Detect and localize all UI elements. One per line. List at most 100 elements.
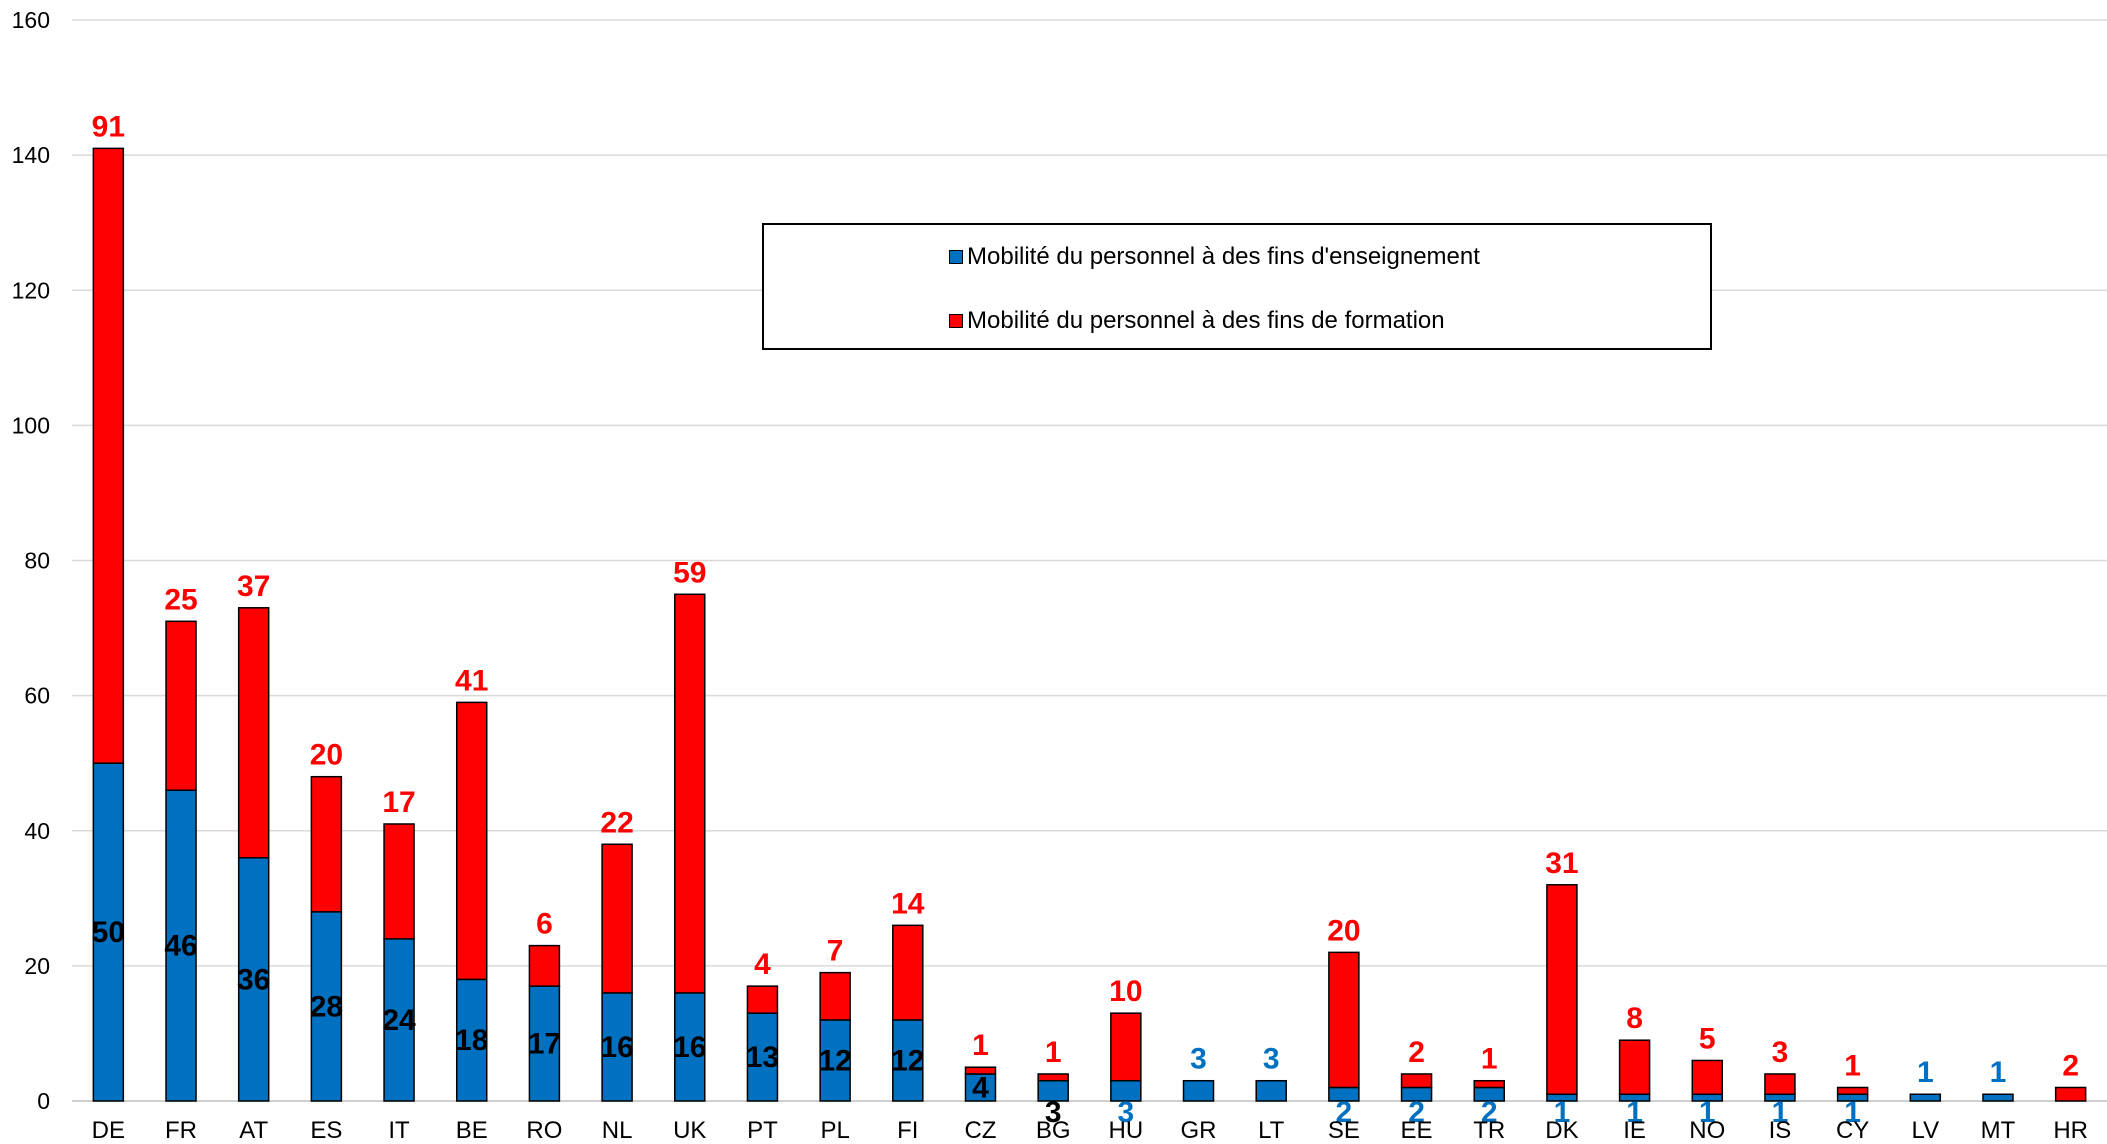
data-label-teaching-FI: 12 — [891, 1044, 924, 1077]
data-label-teaching-NO: 1 — [1699, 1096, 1716, 1129]
x-tick-label-IE: IE — [1623, 1117, 1646, 1144]
x-tick-label-IT: IT — [388, 1117, 410, 1144]
data-label-training-BG: 1 — [1045, 1036, 1062, 1069]
bar-training-FI — [892, 924, 924, 1021]
data-label-teaching-ES: 28 — [310, 990, 343, 1023]
data-label-training-DK: 31 — [1545, 847, 1578, 880]
x-tick-label-MT: MT — [1981, 1117, 2016, 1144]
data-label-training-SE: 20 — [1327, 914, 1360, 947]
data-label-training-CY: 1 — [1844, 1049, 1861, 1082]
y-tick-label: 60 — [24, 683, 50, 709]
bar-teaching-NL — [601, 992, 633, 1102]
legend-label-teaching: Mobilité du personnel à des fins d'ensei… — [967, 243, 1480, 270]
bar-training-PL — [819, 971, 851, 1021]
bar-training-UK — [674, 593, 706, 994]
y-tick-label: 120 — [12, 277, 50, 303]
data-label-teaching-PL: 12 — [818, 1044, 851, 1077]
data-label-teaching-PT: 13 — [746, 1041, 779, 1074]
data-label-training-HR: 2 — [2062, 1049, 2079, 1082]
x-tick-label-FR: FR — [165, 1117, 197, 1144]
bar-training-BE — [455, 701, 488, 981]
bar-training-TR — [1473, 1079, 1505, 1089]
legend-item-training: Mobilité du personnel à des fins de form… — [949, 307, 1445, 335]
y-tick-label: 20 — [24, 953, 50, 979]
data-label-teaching-UK: 16 — [673, 1031, 706, 1064]
data-label-training-ES: 20 — [310, 739, 343, 772]
x-tick-label-CZ: CZ — [964, 1117, 996, 1144]
y-tick-label: 160 — [12, 7, 50, 33]
data-label-teaching-DE: 50 — [92, 916, 125, 949]
x-tick-label-CY: CY — [1836, 1117, 1869, 1144]
data-label-teaching-AT: 36 — [237, 963, 270, 996]
x-tick-label-PT: PT — [747, 1117, 778, 1144]
data-label-teaching-IE: 1 — [1626, 1096, 1643, 1129]
y-tick-label: 100 — [12, 412, 50, 438]
data-label-teaching-IS: 1 — [1772, 1096, 1789, 1129]
data-label-training-NL: 22 — [600, 806, 633, 839]
legend-swatch-training — [949, 314, 963, 328]
bar-teaching-CZ — [964, 1073, 997, 1102]
x-tick-label-ES: ES — [310, 1117, 342, 1144]
y-tick-label: 40 — [24, 818, 50, 844]
y-tick-label: 80 — [24, 548, 50, 574]
bar-training-IS — [1764, 1073, 1796, 1095]
bar-training-CY — [1836, 1086, 1869, 1095]
x-tick-label-LV: LV — [1912, 1117, 1940, 1144]
data-labels: 5091462536372820241718411761622165913412… — [92, 110, 2079, 1129]
data-label-teaching-BE: 18 — [455, 1024, 488, 1057]
gridlines — [72, 19, 2107, 1102]
x-tick-label-IS: IS — [1769, 1117, 1792, 1144]
data-label-training-NO: 5 — [1699, 1022, 1716, 1055]
x-tick-label-GR: GR — [1181, 1117, 1217, 1144]
data-label-training-BE: 41 — [455, 664, 488, 697]
x-tick-label-HU: HU — [1109, 1117, 1144, 1144]
legend-item-teaching: Mobilité du personnel à des fins d'ensei… — [949, 243, 1480, 271]
y-tick-label: 140 — [12, 142, 50, 168]
data-label-training-FR: 25 — [164, 583, 197, 616]
bar-training-PT — [746, 985, 779, 1014]
bar-training-FR — [165, 620, 197, 791]
bar-training-NO — [1691, 1059, 1724, 1095]
data-label-teaching-BG: 3 — [1045, 1096, 1062, 1129]
bar-training-DE — [92, 147, 125, 764]
x-tick-label-UK: UK — [673, 1117, 706, 1144]
x-tick-label-SE: SE — [1328, 1117, 1360, 1144]
bar-training-ES — [310, 775, 343, 913]
bar-training-CZ — [964, 1066, 997, 1075]
data-label-teaching-DK: 1 — [1554, 1096, 1571, 1129]
bar-teaching-PL — [819, 1019, 851, 1102]
data-label-training-IE: 8 — [1626, 1002, 1643, 1035]
data-label-training-IT: 17 — [382, 786, 415, 819]
data-label-training-DE: 91 — [92, 110, 125, 143]
data-label-training-FI: 14 — [891, 887, 925, 920]
data-label-training-PL: 7 — [827, 935, 844, 968]
data-label-training-IS: 3 — [1772, 1036, 1789, 1069]
x-tick-label-DK: DK — [1545, 1117, 1578, 1144]
data-label-training-CZ: 1 — [972, 1029, 989, 1062]
data-label-teaching-LT: 3 — [1263, 1043, 1280, 1076]
x-tick-label-NO: NO — [1689, 1117, 1725, 1144]
legend: Mobilité du personnel à des fins d'ensei… — [762, 223, 1712, 350]
x-tick-label-BE: BE — [456, 1117, 488, 1144]
x-axis-ticks: DE FR AT ES IT BE RO NL UK PT PL FI CZ BG HU GR LT SE EE TR… — [92, 1117, 2088, 1144]
x-tick-label-EE: EE — [1401, 1117, 1433, 1144]
data-label-teaching-GR: 3 — [1190, 1043, 1207, 1076]
bar-training-AT — [237, 607, 270, 859]
data-label-teaching-EE: 2 — [1408, 1096, 1425, 1129]
bar-training-HU — [1110, 1012, 1142, 1082]
bar-teaching-GR — [1182, 1079, 1215, 1102]
data-label-training-PT: 4 — [754, 948, 771, 981]
bar-training-SE — [1328, 951, 1360, 1089]
bar-training-EE — [1400, 1073, 1433, 1089]
legend-label-training: Mobilité du personnel à des fins de form… — [967, 307, 1445, 334]
legend-swatch-teaching — [949, 250, 963, 264]
x-tick-label-AT: AT — [239, 1117, 268, 1144]
x-tick-label-HR: HR — [2053, 1117, 2088, 1144]
x-tick-label-TR: TR — [1473, 1117, 1505, 1144]
data-label-teaching-LV: 1 — [1917, 1056, 1934, 1089]
bar-training-IT — [383, 823, 415, 940]
x-tick-label-FI: FI — [897, 1117, 918, 1144]
data-label-teaching-SE: 2 — [1336, 1096, 1353, 1129]
data-label-teaching-FR: 46 — [164, 930, 197, 963]
